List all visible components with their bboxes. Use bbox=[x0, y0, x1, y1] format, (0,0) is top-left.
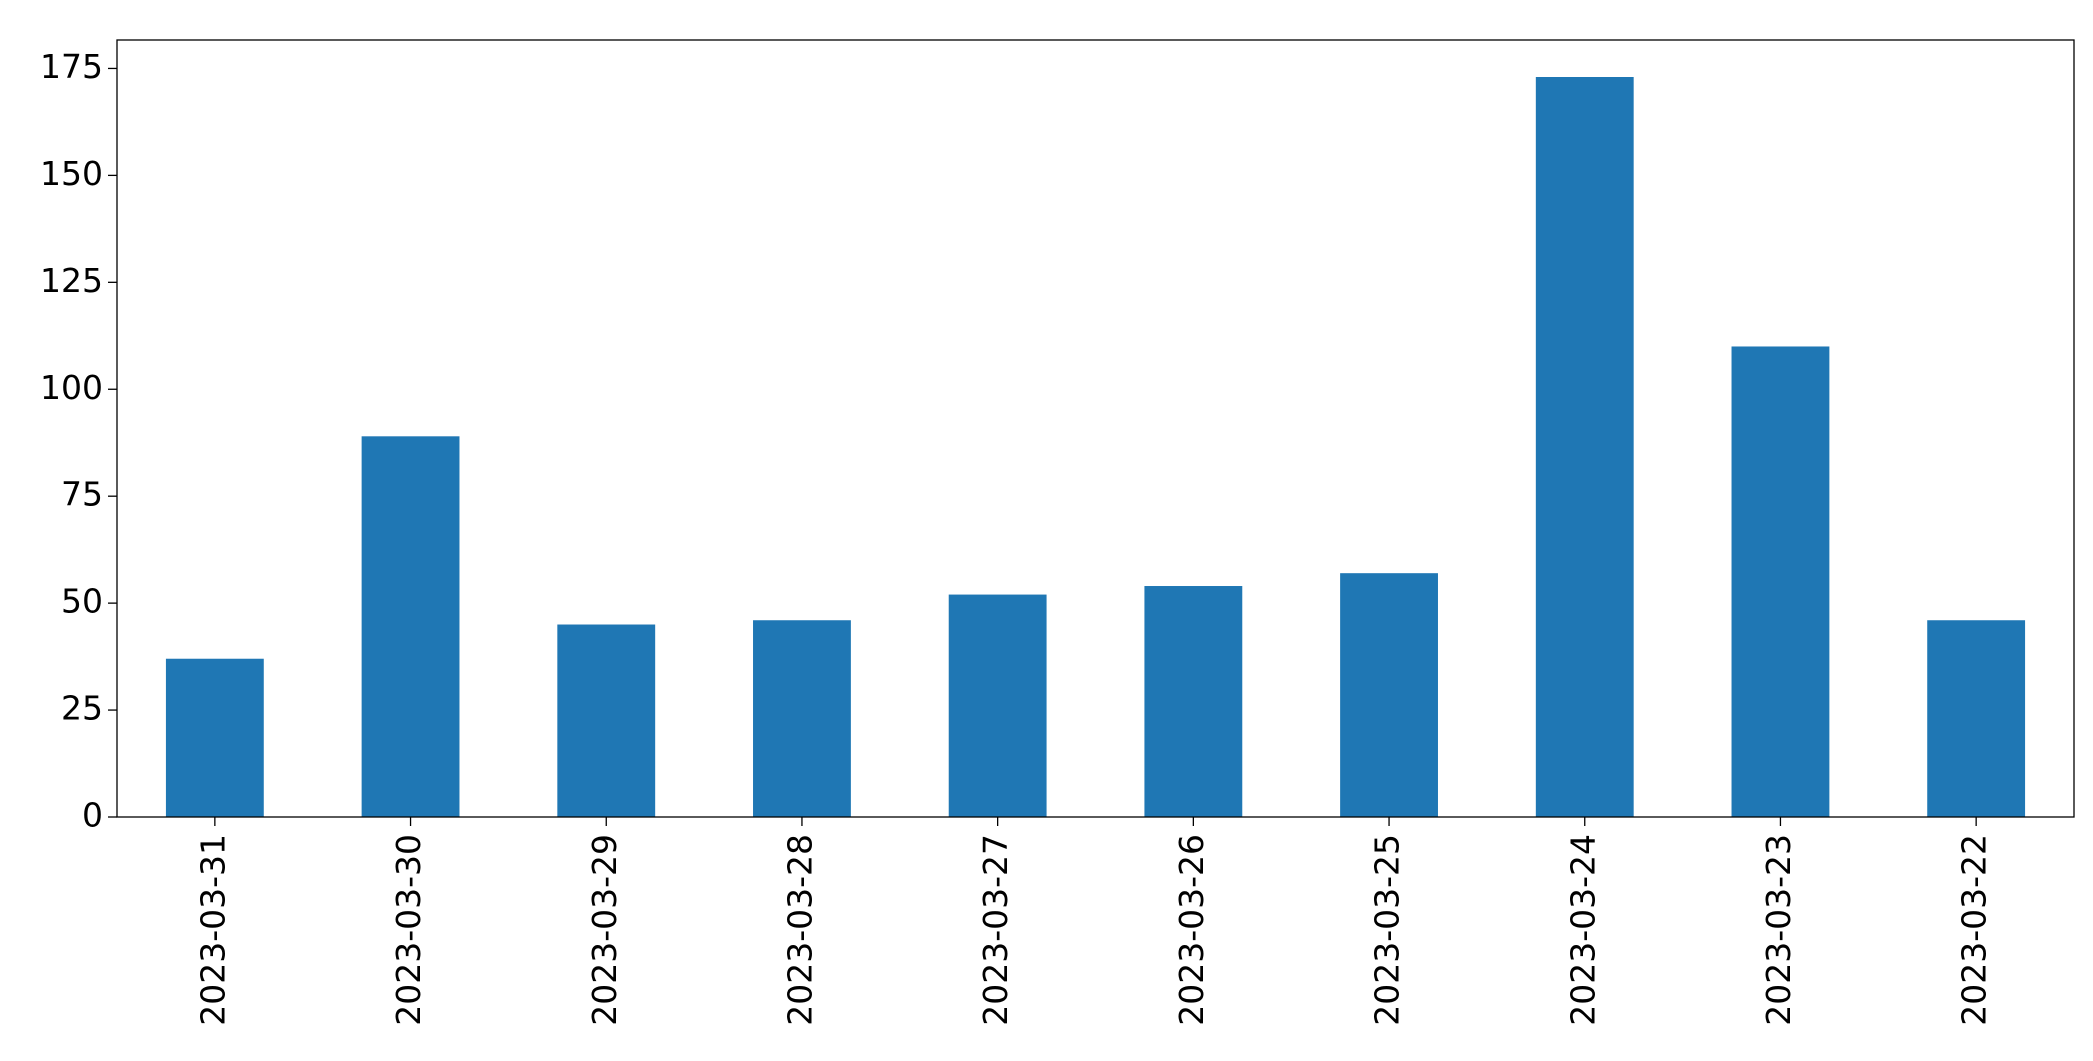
y-tick-label: 50 bbox=[61, 582, 103, 621]
y-tick-label: 25 bbox=[61, 689, 103, 728]
x-tick-label: 2023-03-24 bbox=[1563, 834, 1602, 1026]
x-tick-label: 2023-03-25 bbox=[1368, 834, 1407, 1026]
y-tick-label: 175 bbox=[40, 47, 103, 86]
plot-frame bbox=[116, 39, 2075, 818]
x-tick-label: 2023-03-31 bbox=[193, 834, 232, 1026]
bar bbox=[1731, 346, 1830, 817]
bar bbox=[1144, 586, 1243, 817]
bar bbox=[948, 594, 1047, 817]
x-tick-label: 2023-03-26 bbox=[1172, 834, 1211, 1026]
bar bbox=[361, 436, 460, 817]
bar bbox=[557, 624, 656, 817]
y-tick-label: 0 bbox=[82, 796, 103, 835]
x-tick-label: 2023-03-30 bbox=[389, 834, 428, 1026]
y-tick-label: 100 bbox=[40, 368, 103, 407]
bar bbox=[1340, 573, 1438, 817]
bar bbox=[1535, 77, 1634, 817]
x-tick-label: 2023-03-29 bbox=[585, 834, 624, 1026]
y-tick-label: 125 bbox=[40, 261, 103, 300]
x-tick-label: 2023-03-27 bbox=[976, 834, 1015, 1026]
bar bbox=[1927, 620, 2026, 817]
bar bbox=[753, 620, 851, 817]
y-tick-label: 75 bbox=[61, 475, 103, 514]
y-tick-label: 150 bbox=[40, 154, 103, 193]
x-tick-label: 2023-03-28 bbox=[780, 834, 819, 1026]
x-tick-label: 2023-03-22 bbox=[1955, 834, 1994, 1026]
bar bbox=[165, 658, 264, 817]
x-tick-label: 2023-03-23 bbox=[1759, 834, 1798, 1026]
